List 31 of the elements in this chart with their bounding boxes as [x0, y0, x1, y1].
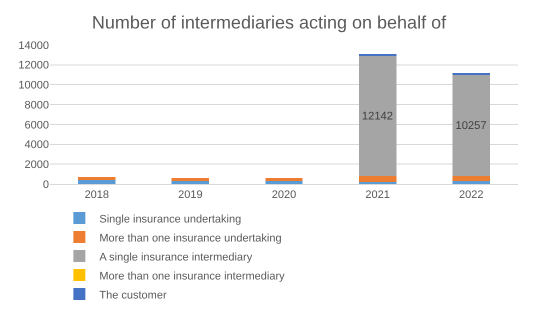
bar: [78, 177, 116, 180]
legend-label: Single insurance undertaking: [99, 213, 242, 226]
bar: [265, 178, 303, 182]
legend-label: More than one insurance undertaking: [99, 232, 282, 244]
y-tick-label: 8000: [24, 99, 49, 112]
chart-title: Number of intermediaries acting on behalf of: [92, 12, 448, 33]
bar: [358, 56, 396, 176]
y-tick-label: 12000: [18, 60, 49, 72]
bar: [358, 176, 396, 182]
bar: [452, 176, 490, 182]
y-tick-label: 4000: [24, 139, 49, 152]
y-tick-label: 6000: [24, 119, 49, 132]
bar: [452, 74, 490, 176]
bar: [172, 178, 210, 181]
bar: [265, 181, 303, 184]
data-label: 10257: [455, 120, 487, 132]
y-tick-label: 10000: [18, 80, 49, 92]
bar: [78, 180, 116, 184]
bar: [452, 181, 490, 184]
y-tick-label: 14000: [18, 40, 49, 52]
legend-label: More than one insurance intermediary: [99, 270, 286, 282]
x-tick-label: 2019: [178, 189, 203, 202]
y-tick-label: 2000: [24, 158, 49, 171]
legend-label: A single insurance intermediary: [99, 251, 253, 264]
legend-label: The customer: [99, 289, 167, 302]
x-tick-label: 2020: [272, 189, 296, 202]
y-tick-label: 0: [42, 178, 49, 191]
x-tick-label: 2018: [84, 189, 110, 202]
x-tick-label: 2021: [365, 189, 390, 202]
x-tick-label: 2022: [458, 189, 484, 202]
data-label: 12142: [362, 110, 394, 123]
